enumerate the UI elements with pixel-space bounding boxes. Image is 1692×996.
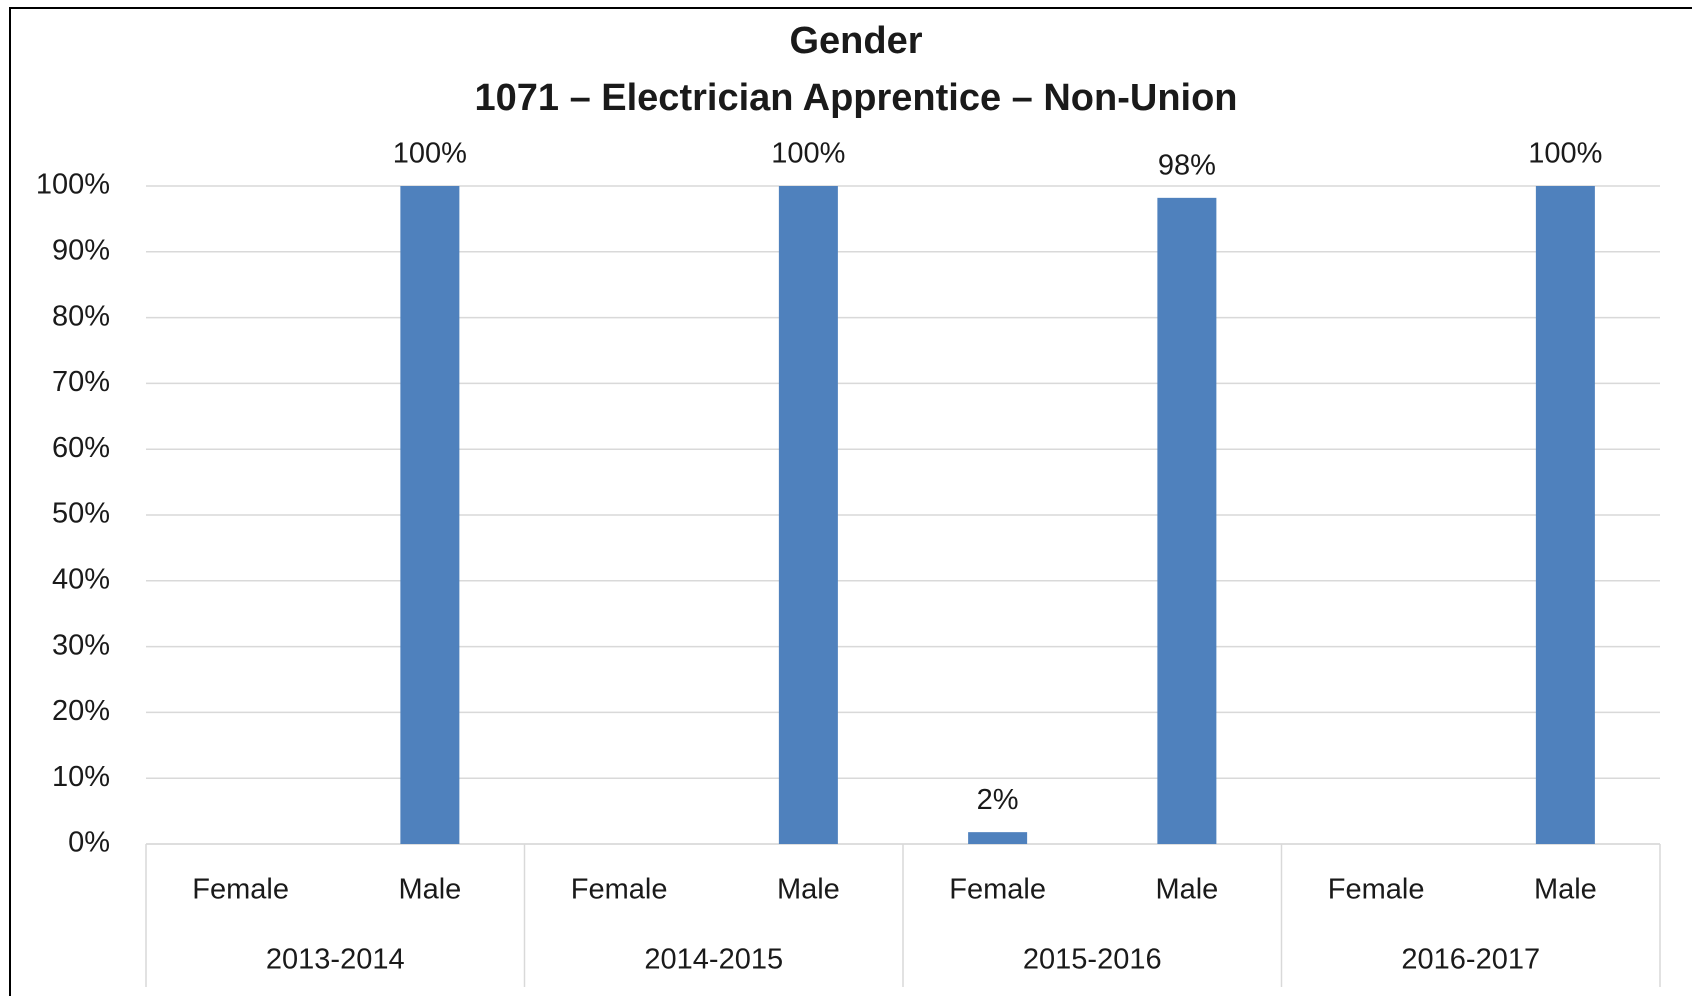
x-tick-label: Male bbox=[1534, 874, 1597, 906]
bar bbox=[1535, 186, 1595, 844]
y-tick-label: 20% bbox=[52, 695, 110, 727]
y-tick-label: 70% bbox=[52, 366, 110, 398]
group-label: 2013-2014 bbox=[266, 944, 405, 976]
data-label: 2% bbox=[977, 784, 1019, 816]
x-tick-label: Female bbox=[949, 874, 1046, 906]
bar bbox=[968, 832, 1028, 844]
x-tick-label: Female bbox=[1328, 874, 1425, 906]
bar bbox=[400, 186, 460, 844]
data-label: 100% bbox=[393, 138, 467, 170]
chart-title: Gender bbox=[789, 20, 922, 62]
y-tick-label: 0% bbox=[68, 827, 110, 859]
y-tick-label: 40% bbox=[52, 563, 110, 595]
group-label: 2015-2016 bbox=[1023, 944, 1162, 976]
y-tick-label: 10% bbox=[52, 761, 110, 793]
data-label: 100% bbox=[771, 138, 845, 170]
x-tick-label: Female bbox=[192, 874, 289, 906]
x-tick-label: Male bbox=[398, 874, 461, 906]
data-label: 100% bbox=[1528, 138, 1602, 170]
x-tick-label: Male bbox=[1155, 874, 1218, 906]
chart-border bbox=[9, 7, 1692, 996]
group-label: 2014-2015 bbox=[644, 944, 783, 976]
y-tick-label: 100% bbox=[36, 169, 110, 201]
data-label: 98% bbox=[1158, 150, 1216, 182]
y-tick-label: 30% bbox=[52, 629, 110, 661]
bar bbox=[778, 186, 838, 844]
y-tick-label: 50% bbox=[52, 498, 110, 530]
y-tick-label: 90% bbox=[52, 234, 110, 266]
bar bbox=[1157, 197, 1217, 844]
y-tick-label: 60% bbox=[52, 432, 110, 464]
group-label: 2016-2017 bbox=[1401, 944, 1540, 976]
y-tick-label: 80% bbox=[52, 300, 110, 332]
x-tick-label: Male bbox=[777, 874, 840, 906]
chart-subtitle: 1071 – Electrician Apprentice – Non-Unio… bbox=[474, 77, 1237, 119]
x-tick-label: Female bbox=[571, 874, 668, 906]
